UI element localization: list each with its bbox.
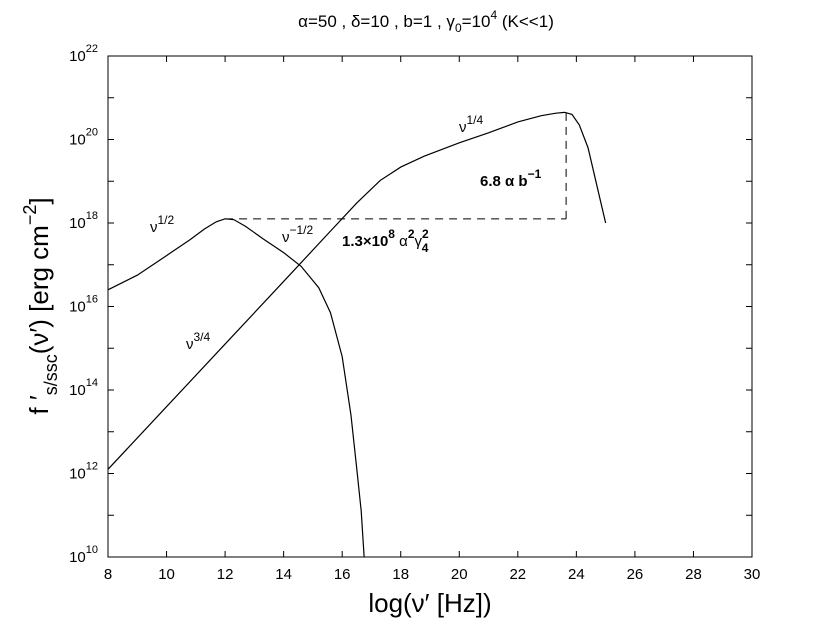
y-tick-label: 1016 [69,294,98,316]
y-tick-label: 1012 [69,461,98,483]
label-horizontal-gap: 1.3×108 α2γ2 4 [342,227,429,255]
y-tick-label: 1020 [69,127,98,149]
title-suffix: (K<<1) [497,12,554,31]
x-axis-title: log(ν′ [Hz]) [368,588,491,618]
label-nu-minus-half: ν−1/2 [282,223,314,246]
plot-frame [107,55,753,558]
y-tick-label: 1022 [69,43,98,65]
chart-title: α=50 , δ=10 , b=1 , γ0=104 (K<<1) [298,8,554,35]
x-tick-label: 18 [392,566,409,583]
title-equals: =10 [462,12,491,31]
y-tick-label: 1010 [69,544,98,566]
y-tick-label: 1014 [69,377,98,399]
x-tick-label: 14 [275,566,292,583]
x-tick-label: 10 [158,566,175,583]
x-tick-label: 28 [685,566,702,583]
synchrotron-curve [107,218,365,558]
x-tick-label: 24 [568,566,585,583]
y-tick-label: 1018 [69,210,98,232]
label-nu-half: ν1/2 [150,213,175,236]
ssc-curve [107,111,607,470]
title-prefix: α=50 , δ=10 , b=1 , γ [298,12,455,31]
title-gamma-subscript: 0 [455,21,462,35]
y-axis-title: f ′s/ssc(ν′) [erg cm−2] [20,197,61,414]
x-tick-label: 26 [627,566,644,583]
x-axis-ticks: 8 10 12 14 16 18 20 22 24 26 28 30 [104,56,761,583]
x-tick-label: 20 [451,566,468,583]
x-tick-label: 30 [744,566,761,583]
x-tick-label: 22 [509,566,526,583]
x-tick-label: 8 [104,566,112,583]
title-exponent: 4 [490,8,497,22]
x-tick-label: 12 [217,566,234,583]
x-tick-label: 16 [334,566,351,583]
label-vertical-gap: 6.8 α b−1 [480,167,542,190]
label-nu-quarter: ν1/4 [459,113,484,136]
label-nu-three-quarter: ν3/4 [186,330,211,353]
y-axis-ticks: 1010 1012 1014 1016 1018 1020 1022 [69,43,752,566]
